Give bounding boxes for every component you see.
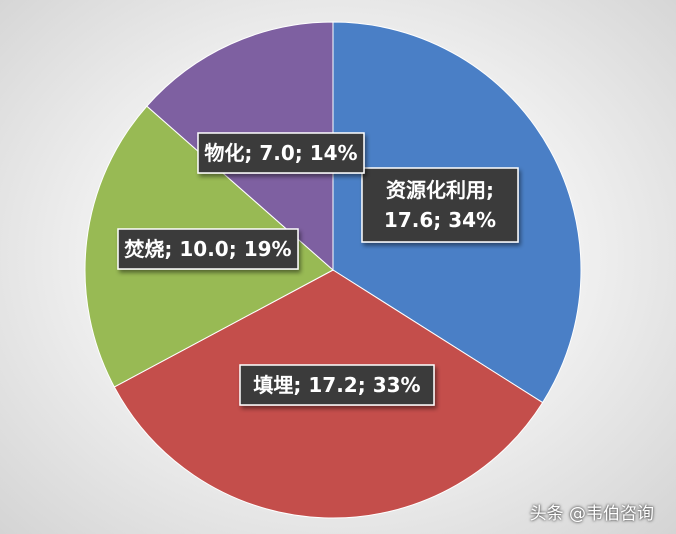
data-label-text: 物化; 7.0; 14% [204,141,357,165]
data-label-text: 17.6; 34% [384,208,496,232]
data-label-3: 焚烧; 10.0; 19% [117,228,299,270]
data-label-text: 焚烧; 10.0; 19% [124,237,291,261]
data-label-4: 物化; 7.0; 14% [197,132,365,174]
watermark-text: 头条 @韦伯咨询 [529,504,654,524]
data-label-2: 填埋; 17.2; 33% [239,364,435,406]
data-label-box [361,167,519,243]
data-label-text: 填埋; 17.2; 33% [253,373,420,397]
data-label-box [197,132,365,174]
data-label-box [239,364,435,406]
data-label-1: 资源化利用; 17.6; 34% [361,167,519,243]
data-label-text: 资源化利用; [386,178,494,202]
data-label-box [117,228,299,270]
